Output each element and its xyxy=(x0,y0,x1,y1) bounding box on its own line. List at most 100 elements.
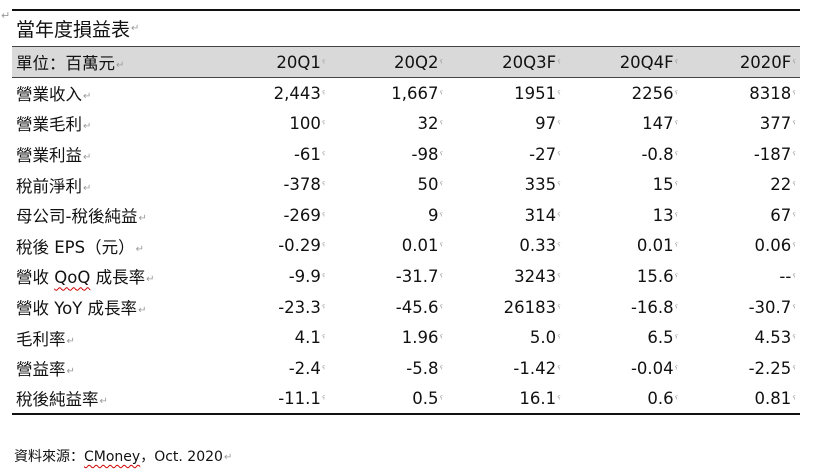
value-cell: 314ˤ xyxy=(524,205,561,225)
value-cell: 100ˤ xyxy=(289,113,326,133)
value-cell: -31.7ˤ xyxy=(395,266,444,286)
column-header-20q3f: 20Q3Fˤ xyxy=(447,47,565,79)
cell-end-mark-icon: ˤ xyxy=(439,150,444,162)
row-label: 稅後 EPS（元）↵ xyxy=(16,237,144,257)
row-label: 稅前淨利↵ xyxy=(16,176,92,196)
table-row: 營業收入↵ 2,443ˤ 1,667ˤ 1951ˤ 2256ˤ 8318ˤ xyxy=(12,78,800,109)
cell-end-mark-icon: ˤ xyxy=(439,303,444,315)
cell-end-mark-icon: ˤ xyxy=(557,394,561,406)
cell-end-mark-icon: ˤ xyxy=(792,364,796,376)
source-name: CMoney xyxy=(84,449,141,465)
table-row: 營益率↵ -2.4ˤ -5.8ˤ -1.42ˤ -0.04ˤ -2.25ˤ xyxy=(12,353,800,384)
cell-end-mark-icon: ˤ xyxy=(321,150,326,162)
value-cell: 2,443ˤ xyxy=(273,83,326,103)
cell-end-mark-icon: ˤ xyxy=(674,242,679,254)
value-cell: -378ˤ xyxy=(283,175,326,195)
table-row: 毛利率↵ 4.1ˤ 1.96ˤ 5.0ˤ 6.5ˤ 4.53ˤ xyxy=(12,322,800,353)
value-cell: 4.1ˤ xyxy=(294,328,326,348)
cell-end-mark-icon: ˤ xyxy=(557,58,561,70)
income-statement-table-block: 當年度損益表 ↵ 單位：百萬元↵ 20Q1ˤ 20Q2ˤ 20Q3Fˤ 20Q4F… xyxy=(12,9,800,416)
value-cell: 67ˤ xyxy=(770,205,796,225)
spellcheck-flagged-word: QoQ xyxy=(54,268,91,288)
value-cell: 1951ˤ xyxy=(514,83,561,103)
cell-end-mark-icon: ˤ xyxy=(792,181,796,193)
row-label: 營收 YoY 成長率↵ xyxy=(16,299,147,319)
cell-end-mark-icon: ˤ xyxy=(674,394,679,406)
row-label: 營業收入↵ xyxy=(16,85,92,105)
cell-end-mark-icon: ˤ xyxy=(674,334,679,346)
row-label: 營業毛利↵ xyxy=(16,115,92,135)
value-cell: 0.33ˤ xyxy=(519,236,561,256)
cell-end-mark-icon: ˤ xyxy=(792,58,796,70)
cell-end-mark-icon: ˤ xyxy=(321,211,326,223)
cell-end-mark-icon: ˤ xyxy=(674,58,679,70)
cell-end-mark-icon: ˤ xyxy=(674,364,679,376)
cell-end-mark-icon: ˤ xyxy=(674,303,679,315)
value-cell: 0.81ˤ xyxy=(682,383,800,416)
row-label: 營收 QoQ 成長率↵ xyxy=(16,268,155,288)
value-cell: 0.01ˤ xyxy=(401,236,444,256)
table-row: 營收 QoQ 成長率↵ -9.9ˤ -31.7ˤ 3243ˤ 15.6ˤ --ˤ xyxy=(12,261,800,292)
value-cell: 50ˤ xyxy=(417,175,444,195)
cell-end-mark-icon: ˤ xyxy=(674,119,679,131)
source-note: 資料來源：CMoney，Oct. 2020↵ xyxy=(14,446,232,466)
cell-end-mark-icon: ˤ xyxy=(557,150,561,162)
value-cell: -98ˤ xyxy=(411,144,444,164)
row-label: 母公司-稅後純益↵ xyxy=(16,207,147,227)
value-cell: 1.96ˤ xyxy=(401,328,444,348)
value-cell: -0.04ˤ xyxy=(630,358,679,378)
table-row: 營業利益↵ -61ˤ -98ˤ -27ˤ -0.8ˤ -187ˤ xyxy=(12,139,800,170)
cell-end-mark-icon: ˤ xyxy=(439,119,444,131)
value-cell: -61ˤ xyxy=(293,144,326,164)
cell-end-mark-icon: ˤ xyxy=(557,334,561,346)
value-cell: 147ˤ xyxy=(642,113,679,133)
value-cell: -187ˤ xyxy=(753,144,796,164)
value-cell: 16.1ˤ xyxy=(447,383,565,416)
value-cell: -27ˤ xyxy=(529,144,561,164)
value-cell: 9ˤ xyxy=(427,205,444,225)
value-cell: -1.42ˤ xyxy=(513,358,561,378)
value-cell: 0.01ˤ xyxy=(636,236,679,256)
cell-end-mark-icon: ˤ xyxy=(439,334,444,346)
return-mark-icon: ↵ xyxy=(99,396,108,408)
value-cell: -30.7ˤ xyxy=(748,297,796,317)
cell-end-mark-icon: ˤ xyxy=(321,89,326,101)
return-mark-icon: ↵ xyxy=(116,60,125,72)
value-cell: 26183ˤ xyxy=(503,297,561,317)
cell-end-mark-icon: ˤ xyxy=(439,394,444,406)
cell-end-mark-icon: ˤ xyxy=(321,181,326,193)
return-mark-icon: ↵ xyxy=(223,452,233,463)
unit-header: 單位：百萬元↵ xyxy=(12,47,212,79)
value-cell: -16.8ˤ xyxy=(630,297,679,317)
source-prefix: 資料來源： xyxy=(14,449,84,465)
table-row: 稅前淨利↵ -378ˤ 50ˤ 335ˤ 15ˤ 22ˤ xyxy=(12,169,800,200)
return-mark-icon: ↵ xyxy=(83,152,92,164)
cell-end-mark-icon: ˤ xyxy=(439,272,444,284)
cell-end-mark-icon: ˤ xyxy=(321,394,326,406)
source-suffix: ，Oct. 2020 xyxy=(140,449,223,465)
value-cell: 6.5ˤ xyxy=(647,328,679,348)
value-cell: -45.6ˤ xyxy=(395,297,444,317)
value-cell: -0.29ˤ xyxy=(278,236,326,256)
cell-end-mark-icon: ˤ xyxy=(792,150,796,162)
income-statement-table: 單位：百萬元↵ 20Q1ˤ 20Q2ˤ 20Q3Fˤ 20Q4Fˤ 2020Fˤ… xyxy=(12,47,800,416)
value-cell: 5.0ˤ xyxy=(529,328,561,348)
cell-end-mark-icon: ˤ xyxy=(439,181,444,193)
cell-end-mark-icon: ˤ xyxy=(439,242,444,254)
cell-end-mark-icon: ˤ xyxy=(792,119,796,131)
value-cell: 1,667ˤ xyxy=(391,83,444,103)
table-title-row: 當年度損益表 ↵ xyxy=(12,9,800,47)
cell-end-mark-icon: ˤ xyxy=(557,364,561,376)
value-cell: -269ˤ xyxy=(283,205,326,225)
return-mark-icon: ↵ xyxy=(83,121,92,133)
value-cell: 8318ˤ xyxy=(749,83,796,103)
value-cell: 15.6ˤ xyxy=(636,266,679,286)
header-row: 單位：百萬元↵ 20Q1ˤ 20Q2ˤ 20Q3Fˤ 20Q4Fˤ 2020Fˤ xyxy=(12,47,800,79)
cell-end-mark-icon: ˤ xyxy=(321,334,326,346)
column-header-20q4f: 20Q4Fˤ xyxy=(564,47,683,79)
cell-end-mark-icon: ˤ xyxy=(674,211,679,223)
value-cell: 335ˤ xyxy=(524,175,561,195)
row-label: 營業利益↵ xyxy=(16,146,92,166)
column-header-2020f: 2020Fˤ xyxy=(682,47,800,79)
cell-end-mark-icon: ˤ xyxy=(439,58,444,70)
